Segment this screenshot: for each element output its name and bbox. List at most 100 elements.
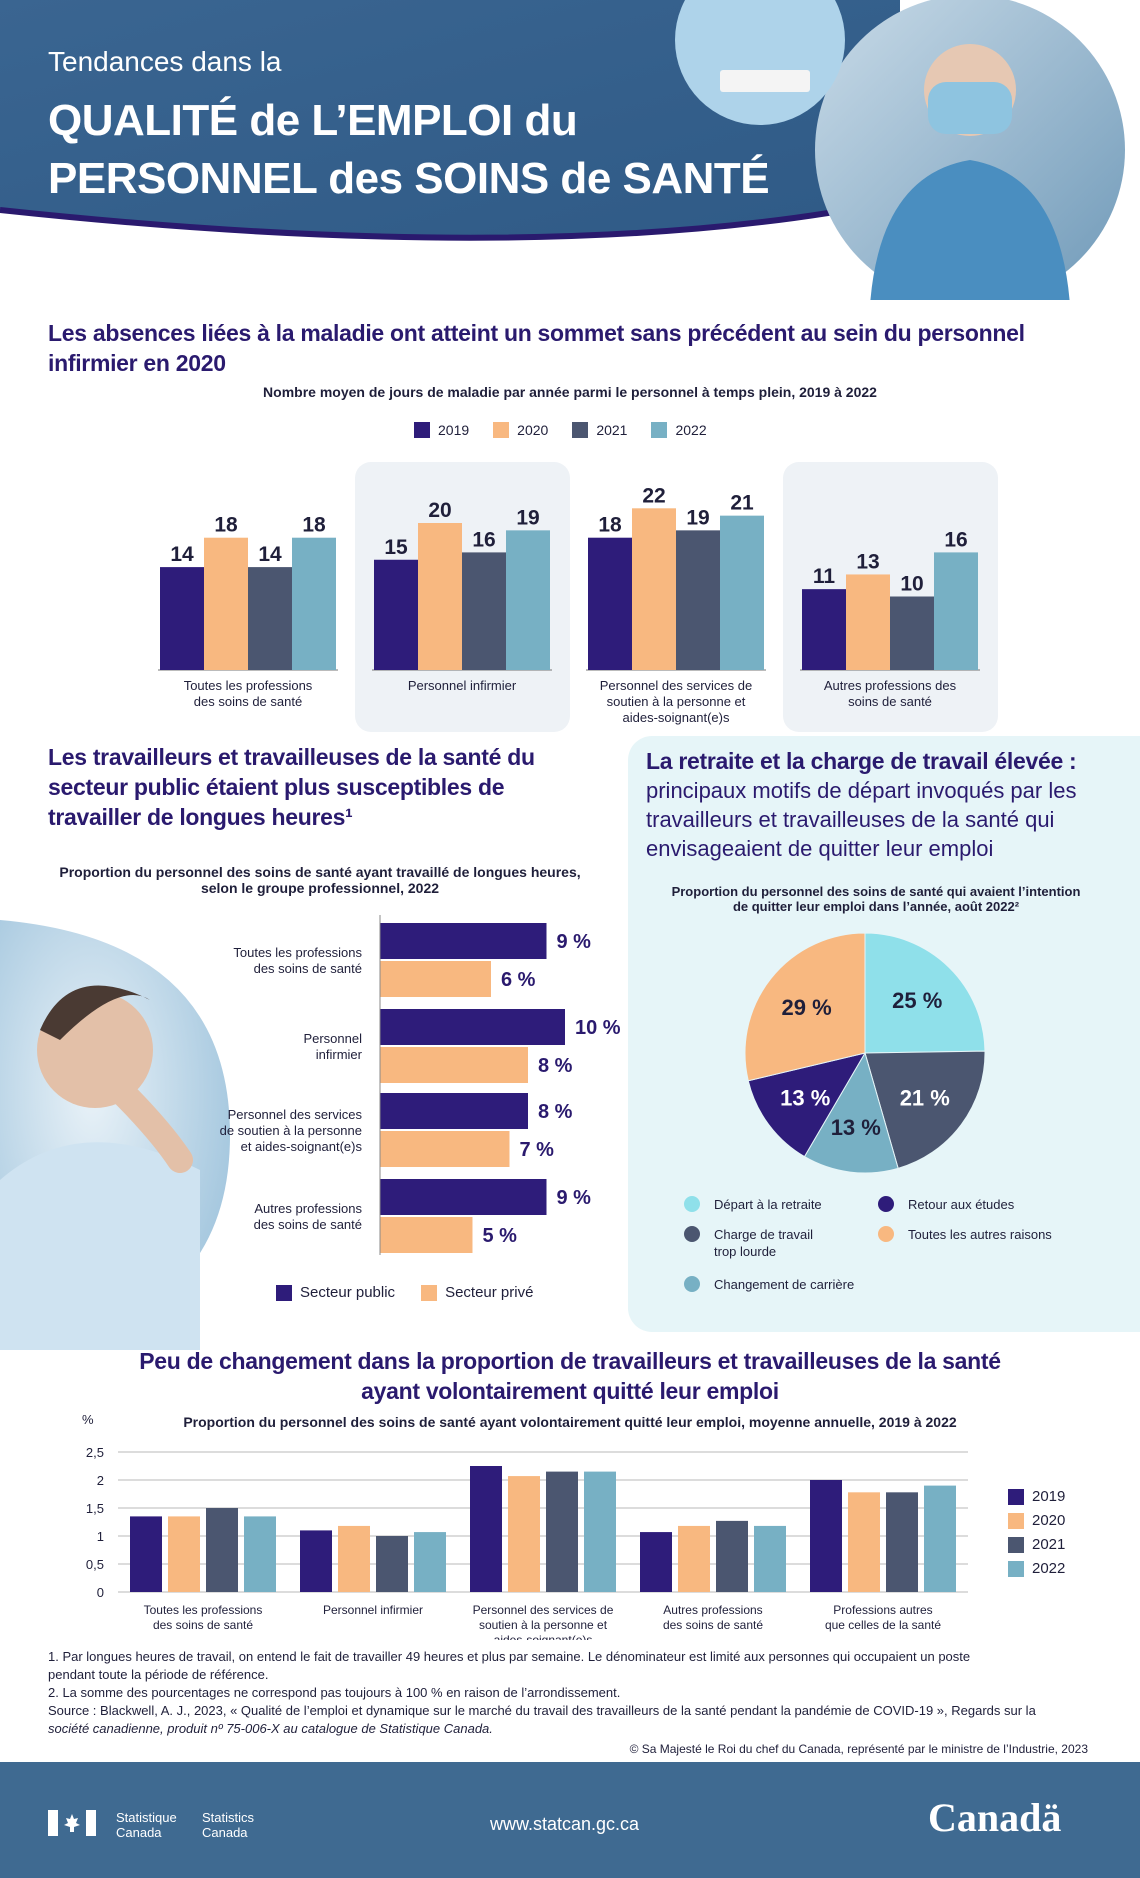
legend-dot — [684, 1226, 700, 1242]
canada-flag-icon — [48, 1810, 96, 1836]
data-label: 16 — [944, 528, 967, 551]
legend-private-sector: Secteur privé — [421, 1284, 533, 1301]
category-label: et aides-soignant(e)s — [241, 1139, 363, 1154]
legend-label: Charge de travail — [714, 1227, 813, 1242]
category-label: Personnel infirmier — [408, 678, 517, 693]
data-label: 16 — [472, 528, 495, 551]
bar-2022-4 — [924, 1485, 956, 1592]
category-label: Autres professions — [254, 1201, 362, 1216]
section2-legend: Secteur public Secteur privé — [276, 1284, 533, 1301]
bar-private-3 — [380, 1217, 473, 1253]
bar-2020-4 — [848, 1492, 880, 1592]
data-label: 9 % — [557, 931, 592, 953]
pie-slice-1 — [864, 1050, 986, 1169]
category-label: soins de santé — [848, 694, 932, 709]
bar-2021-2 — [546, 1471, 578, 1592]
legend-label: Toutes les autres raisons — [908, 1227, 1052, 1242]
data-label: 18 — [302, 514, 326, 537]
section1-subtitle: Nombre moyen de jours de maladie par ann… — [263, 384, 877, 400]
section3-subtitle: Proportion du personnel des soins de san… — [671, 884, 1081, 914]
pie-label: 13 % — [831, 1115, 881, 1140]
category-label: Personnel infirmier — [323, 1603, 423, 1617]
section3-title: La retraite et la charge de travail élev… — [646, 748, 1077, 861]
canada-wordmark: Canadä — [928, 1795, 1062, 1840]
category-label: Personnel des services — [228, 1107, 363, 1122]
legend4-2022: 2022 — [1008, 1560, 1065, 1577]
data-label: 19 — [516, 506, 539, 529]
data-label: 7 % — [520, 1139, 555, 1161]
statcan-url-link[interactable]: www.statcan.gc.ca — [490, 1814, 640, 1834]
bar-public-3 — [380, 1179, 547, 1215]
section4-legend: 2019 2020 2021 2022 — [1008, 1488, 1065, 1577]
pie-slice-3 — [747, 1052, 867, 1158]
legend-2019: 2019 — [414, 422, 469, 438]
data-label: 13 — [856, 550, 879, 573]
y-tick-label: 0,5 — [86, 1557, 104, 1572]
bar-2021-0 — [248, 567, 292, 670]
pie-slice-2 — [803, 1051, 899, 1174]
bar-2019-1 — [300, 1530, 332, 1592]
bar-2022-0 — [244, 1516, 276, 1592]
legend4-2020: 2020 — [1008, 1512, 1065, 1529]
header-title: QUALITÉ de L’EMPLOI du PERSONNEL des SOI… — [48, 96, 770, 203]
legend-dot — [878, 1196, 894, 1212]
pie-label: 25 % — [892, 988, 942, 1013]
footnote-2: 2. La somme des pourcentages ne correspo… — [48, 1685, 621, 1700]
data-label: 18 — [598, 514, 622, 537]
category-label: Autres professions — [663, 1603, 762, 1617]
data-label: 11 — [813, 565, 836, 588]
pie-label: 29 % — [782, 995, 832, 1020]
tired-worker-photo — [0, 920, 230, 1350]
bar-2019-2 — [588, 537, 632, 670]
category-label: Personnel — [303, 1031, 362, 1046]
data-label: 15 — [384, 536, 408, 559]
bar-2020-3 — [846, 574, 890, 670]
bar-2021-4 — [886, 1492, 918, 1592]
bar-2020-2 — [508, 1476, 540, 1592]
bar-2020-1 — [338, 1525, 370, 1592]
copyright: © Sa Majesté le Roi du chef du Canada, r… — [629, 1742, 1088, 1756]
y-axis-unit: % — [82, 1412, 94, 1427]
bar-public-1 — [380, 1009, 565, 1045]
legend-label: trop lourde — [714, 1244, 776, 1259]
category-label: des soins de santé — [254, 1217, 362, 1232]
category-label: Toutes les professions — [184, 678, 313, 693]
footnote-1: 1. Par longues heures de travail, on ent… — [48, 1649, 971, 1664]
data-label: 9 % — [557, 1187, 592, 1209]
section2-title: Les travailleurs et travailleuses de la … — [48, 744, 535, 830]
data-label: 10 — [900, 573, 923, 596]
y-tick-label: 1 — [97, 1529, 104, 1544]
bar-2019-3 — [802, 589, 846, 670]
data-label: 14 — [258, 543, 282, 566]
legend-2020: 2020 — [493, 422, 548, 438]
category-label: Toutes les professions — [144, 1603, 263, 1617]
header-banner: Tendances dans la QUALITÉ de L’EMPLOI du… — [0, 0, 1140, 305]
category-label: infirmier — [316, 1047, 363, 1062]
legend4-2019: 2019 — [1008, 1488, 1065, 1505]
bar-2022-2 — [720, 515, 764, 670]
data-label: 21 — [730, 492, 754, 515]
y-tick-label: 0 — [97, 1585, 104, 1600]
header-shape — [0, 0, 900, 238]
statcan-en: Statistics Canada — [202, 1810, 255, 1840]
section4-subtitle: Proportion du personnel des soins de san… — [183, 1414, 957, 1430]
data-label: 14 — [170, 543, 194, 566]
legend-label: Retour aux études — [908, 1197, 1015, 1212]
category-label: Personnel des services de — [600, 678, 752, 693]
footer: Statistique Canada Statistics Canada www.s… — [0, 1762, 1140, 1878]
category-label: des soins de santé — [254, 961, 362, 976]
legend-dot — [878, 1226, 894, 1242]
category-label: que celles de la santé — [825, 1618, 941, 1632]
category-label: aides-soignant(e)s — [494, 1633, 593, 1640]
category-label: Toutes les professions — [233, 945, 362, 960]
footnotes: 1. Par longues heures de travail, on ent… — [48, 1648, 1108, 1738]
legend-public-sector: Secteur public — [276, 1284, 395, 1301]
bar-2019-0 — [160, 567, 204, 670]
pie-slice-0 — [864, 932, 986, 1054]
bar-2021-1 — [376, 1536, 408, 1592]
legend-2022: 2022 — [651, 422, 707, 438]
category-label: Professions autres — [833, 1603, 932, 1617]
data-label: 22 — [642, 484, 665, 507]
bar-2022-3 — [754, 1525, 786, 1592]
